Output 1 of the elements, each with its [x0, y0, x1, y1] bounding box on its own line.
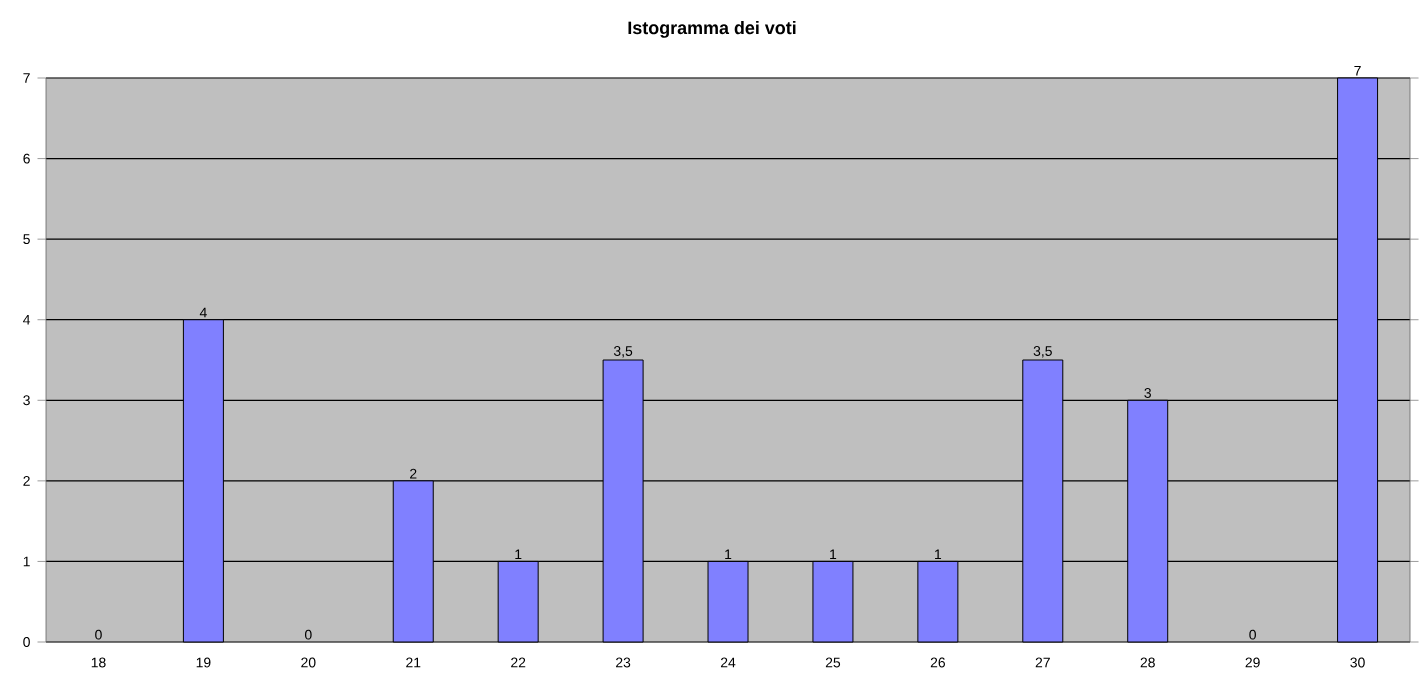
chart-title: Istogramma dei voti	[628, 21, 796, 38]
